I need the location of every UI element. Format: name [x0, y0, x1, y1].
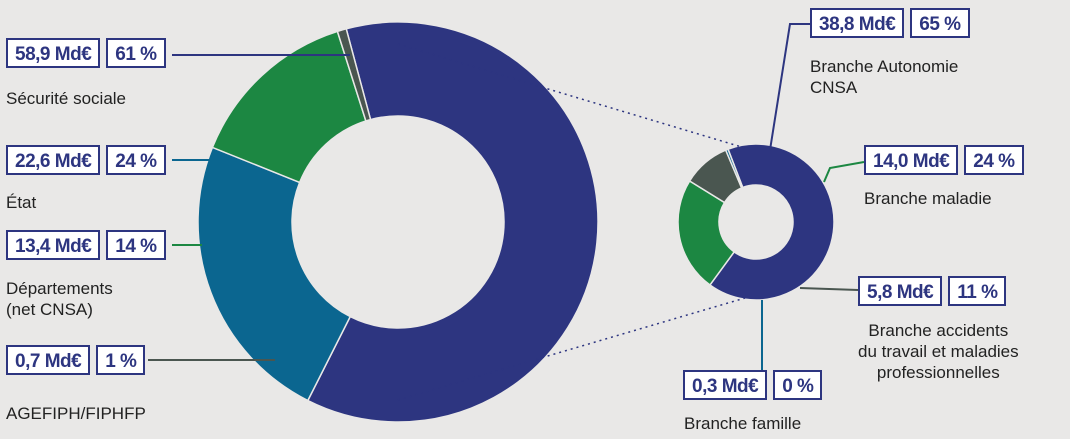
leader-line: [799, 287, 859, 291]
label-branche-maladie: 14,0 Md€ 24 %: [864, 145, 1024, 175]
label-departements: 13,4 Md€ 14 %: [6, 230, 166, 260]
label-branche-accidents: 5,8 Md€ 11 %: [858, 276, 1007, 306]
category-label: Branche maladie: [864, 189, 992, 208]
value-label: 0,7 Md€: [6, 345, 91, 375]
leader-line: [397, 297, 746, 401]
slice-0: [708, 143, 835, 301]
slice-0: [306, 21, 599, 423]
slice-3: [336, 27, 372, 122]
leader-lines: [148, 23, 865, 401]
category-label: Branche famille: [684, 414, 802, 433]
percent-label: 61 %: [106, 38, 166, 68]
label-securite-sociale: 58,9 Md€ 61 %: [6, 38, 166, 68]
slice-1: [197, 146, 352, 402]
category-label: Branche accidents du travail et maladies…: [858, 321, 1019, 382]
value-label: 5,8 Md€: [858, 276, 943, 306]
value-label: 22,6 Md€: [6, 145, 101, 175]
slice-3: [724, 148, 744, 189]
leader-line: [397, 43, 746, 149]
breakdown-donut: [677, 143, 835, 301]
label-branche-autonomie: 38,8 Md€ 65 %: [810, 8, 970, 38]
value-label: 38,8 Md€: [810, 8, 905, 38]
value-label: 14,0 Md€: [864, 145, 959, 175]
percent-label: 14 %: [106, 230, 166, 260]
percent-label: 24 %: [964, 145, 1024, 175]
value-label: 13,4 Md€: [6, 230, 101, 260]
percent-label: 1 %: [96, 345, 146, 375]
category-label: État: [6, 193, 37, 212]
percent-label: 0 %: [773, 370, 823, 400]
value-label: 0,3 Md€: [683, 370, 768, 400]
leader-line: [823, 161, 865, 183]
percent-label: 24 %: [106, 145, 166, 175]
value-label: 58,9 Md€: [6, 38, 101, 68]
percent-label: 65 %: [910, 8, 970, 38]
percent-label: 11 %: [948, 276, 1007, 306]
category-label: Départements (net CNSA): [6, 279, 113, 319]
label-agefiph: 0,7 Md€ 1 %: [6, 345, 146, 375]
label-etat: 22,6 Md€ 24 %: [6, 145, 166, 175]
category-label: AGEFIPH/FIPHFP: [6, 404, 146, 423]
category-label: Branche Autonomie CNSA: [810, 57, 959, 97]
category-label: Sécurité sociale: [6, 89, 127, 108]
leader-line: [769, 23, 810, 151]
label-branche-famille: 0,3 Md€ 0 %: [683, 370, 823, 400]
main-donut: [197, 21, 599, 423]
slice-1: [677, 179, 736, 287]
